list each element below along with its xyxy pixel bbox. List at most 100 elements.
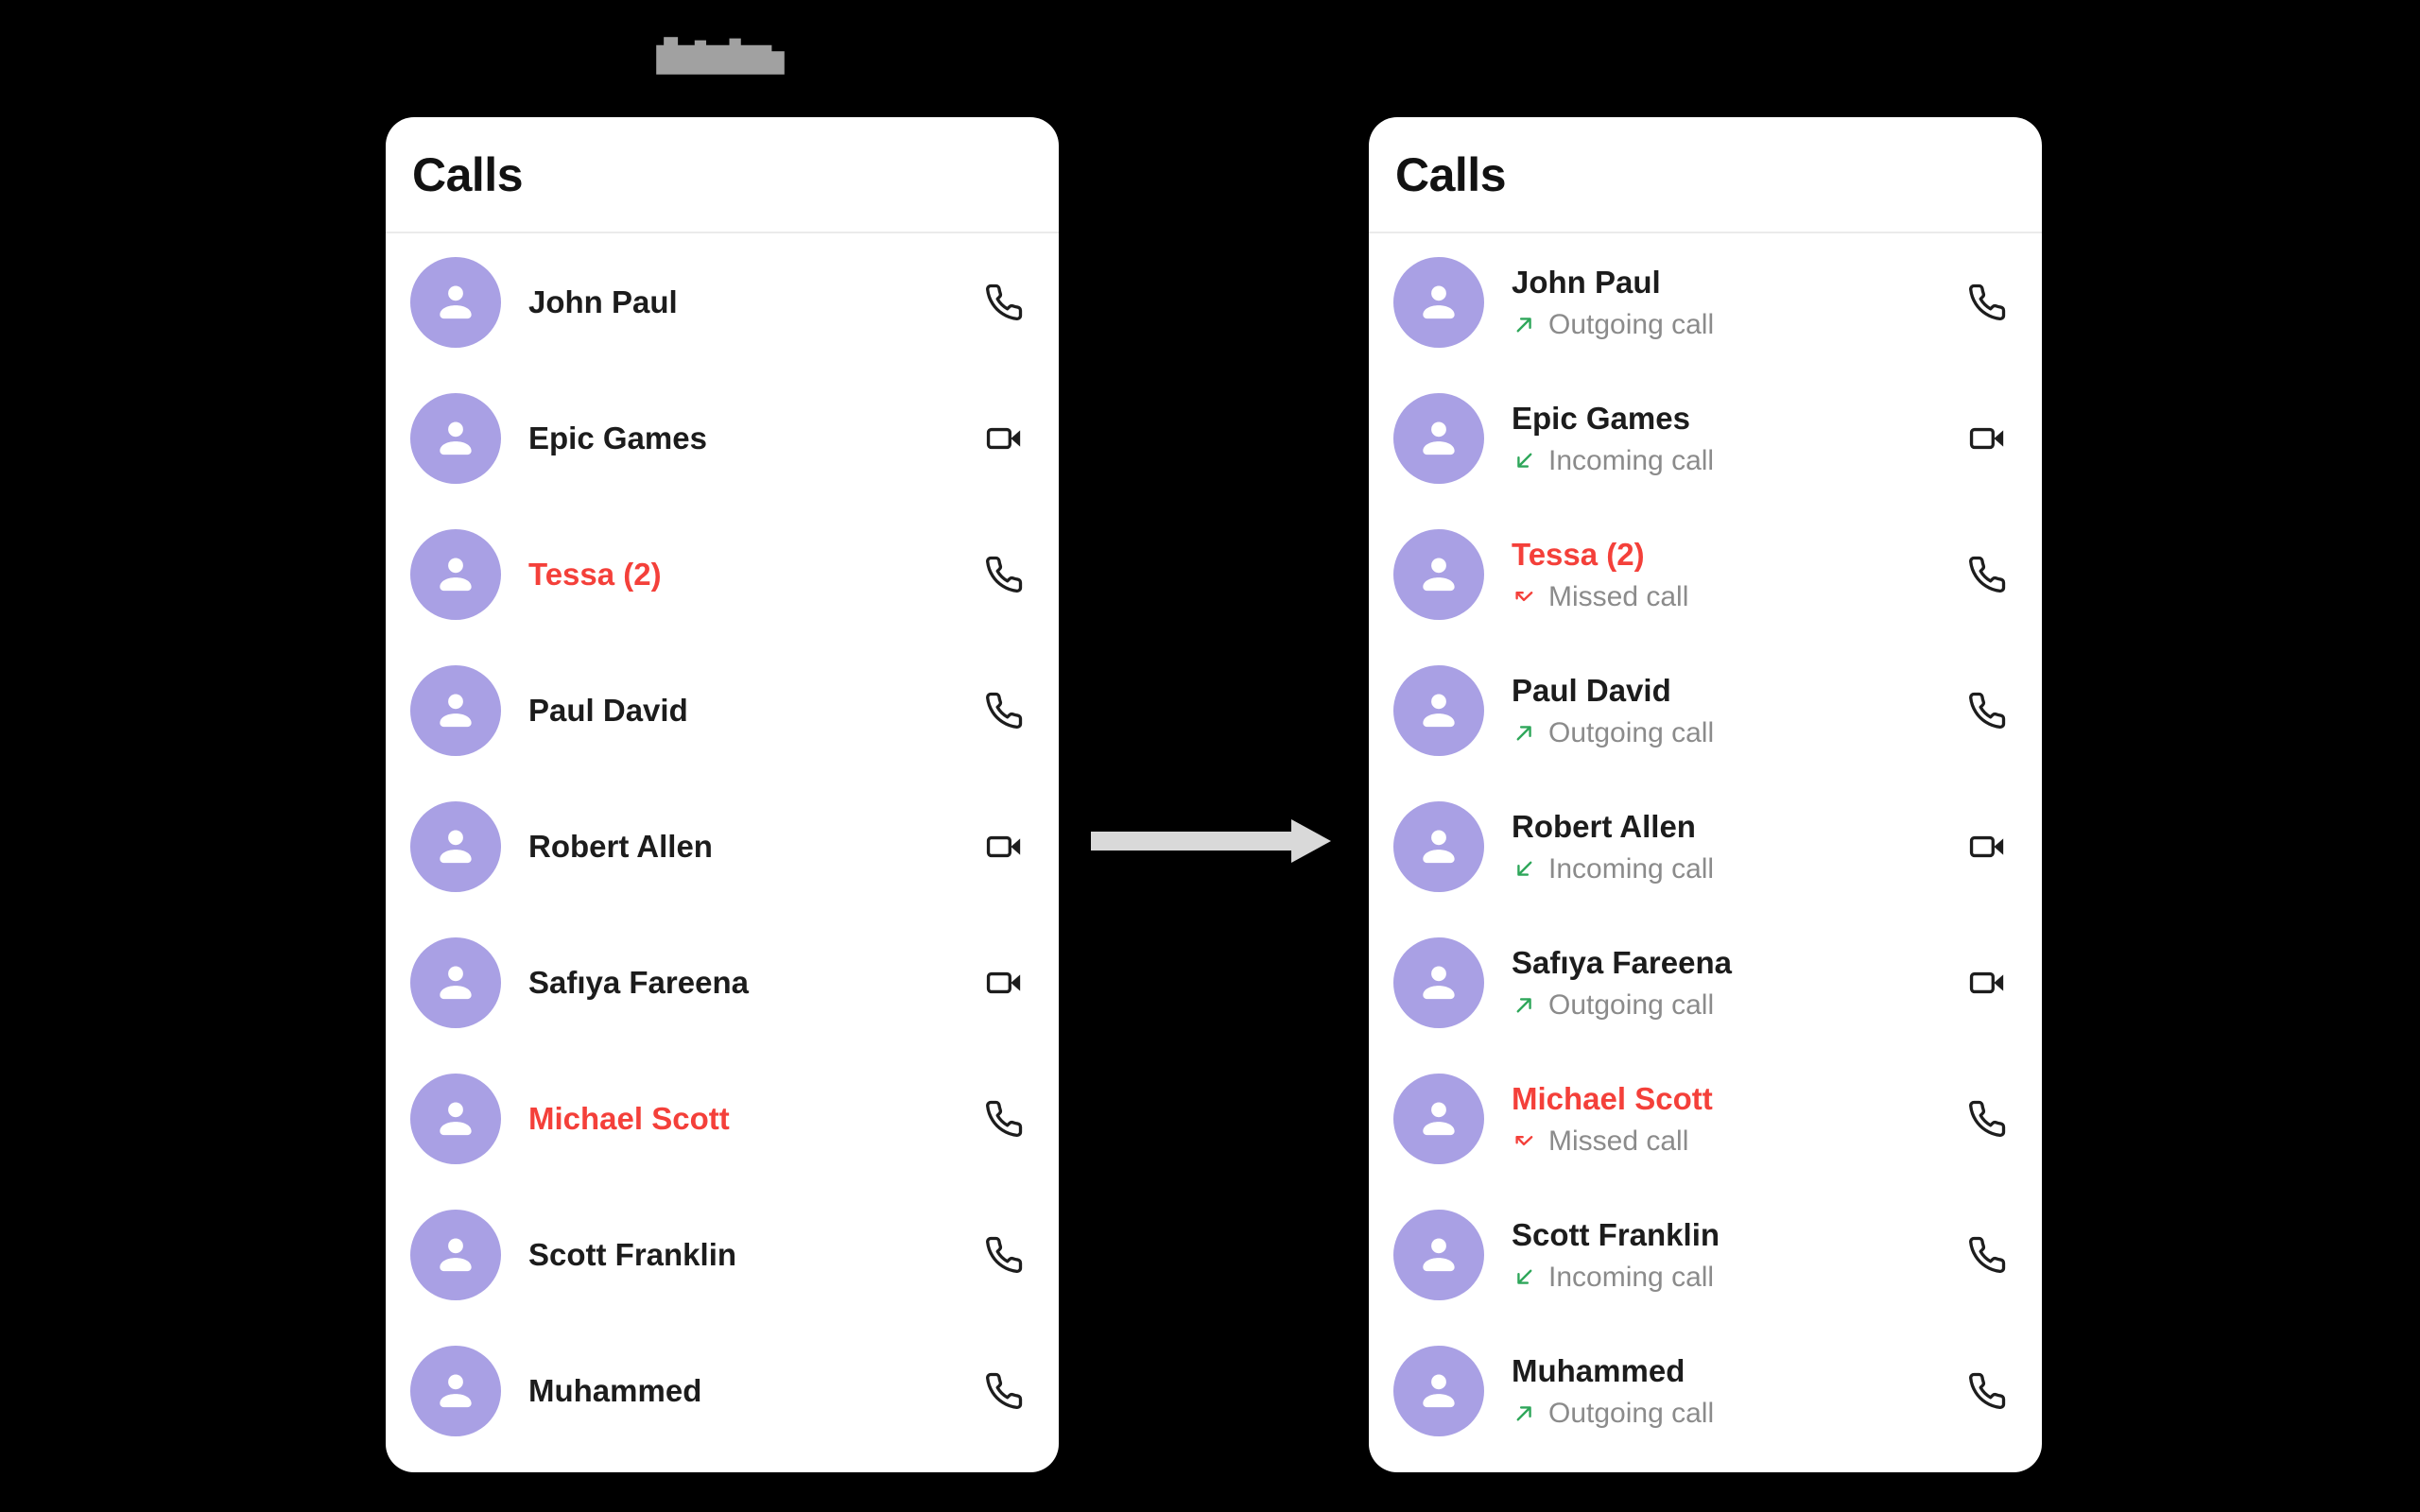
- person-icon: [1423, 694, 1455, 728]
- call-list-item[interactable]: Safıya Fareena: [386, 915, 1059, 1051]
- videocam-icon: [986, 971, 1021, 994]
- person-icon: [440, 285, 472, 319]
- call-action-button[interactable]: [983, 418, 1025, 459]
- call-action-button[interactable]: [1966, 1370, 2008, 1412]
- person-icon: [440, 1238, 472, 1272]
- row-text: Scott Franklin Incoming call: [1512, 1217, 1720, 1294]
- videocam-icon: [986, 427, 1021, 450]
- avatar: [410, 1210, 501, 1300]
- call-action-button[interactable]: [1966, 826, 2008, 868]
- call-status-label: Outgoing call: [1548, 716, 1715, 748]
- call-status: Incoming call: [1512, 853, 1714, 885]
- avatar: [1393, 257, 1484, 348]
- call-action-button[interactable]: [983, 554, 1025, 595]
- call-list-item[interactable]: Robert Allen: [386, 779, 1059, 915]
- avatar: [410, 393, 501, 484]
- contact-name: Muhammed: [1512, 1352, 1685, 1388]
- call-action-button[interactable]: [1966, 418, 2008, 459]
- call-list-item[interactable]: John Paul Outgoing call: [1369, 234, 2042, 370]
- contact-name: Paul David: [528, 693, 688, 728]
- call-status-label: Missed call: [1548, 1125, 1689, 1157]
- contact-name: Epic Games: [528, 421, 707, 455]
- contact-name: Scott Franklin: [1512, 1216, 1720, 1252]
- contact-name: Muhammed: [528, 1373, 702, 1408]
- contact-name: Paul David: [1512, 672, 1671, 708]
- outgoing-call-arrow-icon: [1512, 992, 1537, 1018]
- call-action-button[interactable]: [983, 282, 1025, 323]
- person-icon: [440, 558, 472, 592]
- avatar: [410, 665, 501, 756]
- call-action-button[interactable]: [983, 1370, 1025, 1412]
- call-action-button[interactable]: [983, 1098, 1025, 1140]
- phone-icon: [986, 692, 1023, 730]
- contact-name: Safıya Fareena: [1512, 944, 1732, 980]
- person-icon: [440, 966, 472, 1000]
- avatar: [410, 1074, 501, 1164]
- call-status-label: Incoming call: [1548, 1261, 1715, 1293]
- call-list-item[interactable]: Epic Games Incoming call: [1369, 370, 2042, 507]
- avatar: [1393, 937, 1484, 1028]
- call-list-item[interactable]: Robert Allen Incoming call: [1369, 779, 2042, 915]
- call-action-button[interactable]: [1966, 1234, 2008, 1276]
- missed-call-arrow-icon: [1512, 584, 1537, 610]
- row-text: Scott Franklin: [528, 1237, 736, 1273]
- call-list-item[interactable]: Tessa (2) Missed call: [1369, 507, 2042, 643]
- row-text: Michael Scott: [528, 1101, 730, 1137]
- contact-name: Safıya Fareena: [528, 965, 749, 1000]
- call-action-button[interactable]: [1966, 1098, 2008, 1140]
- call-action-button[interactable]: [983, 962, 1025, 1004]
- call-action-button[interactable]: [1966, 962, 2008, 1004]
- call-list-item[interactable]: Epic Games: [386, 370, 1059, 507]
- call-status-label: Outgoing call: [1548, 988, 1715, 1021]
- row-text: John Paul: [528, 284, 678, 320]
- call-list-item[interactable]: Michael Scott Missed call: [1369, 1051, 2042, 1187]
- contact-name: Scott Franklin: [528, 1237, 737, 1272]
- outgoing-call-arrow-icon: [1512, 1400, 1537, 1426]
- row-text: Paul David: [528, 693, 688, 729]
- call-status-label: Missed call: [1548, 580, 1689, 612]
- videocam-icon: [1969, 971, 2004, 994]
- call-list-item[interactable]: Tessa (2): [386, 507, 1059, 643]
- row-text: Muhammed: [528, 1373, 701, 1409]
- call-list-item[interactable]: Muhammed: [386, 1323, 1059, 1459]
- person-icon: [1423, 558, 1455, 592]
- avatar: [1393, 801, 1484, 892]
- call-list: John Paul Outgoing call Epic Games Incom…: [1369, 233, 2042, 1459]
- contact-name: Tessa (2): [528, 557, 662, 592]
- avatar: [1393, 665, 1484, 756]
- avatar: [410, 529, 501, 620]
- call-list-item[interactable]: Michael Scott: [386, 1051, 1059, 1187]
- call-action-button[interactable]: [1966, 554, 2008, 595]
- contact-name: Robert Allen: [1512, 808, 1696, 844]
- avatar: [410, 257, 501, 348]
- call-list-item[interactable]: Paul David: [386, 643, 1059, 779]
- call-list-item[interactable]: John Paul: [386, 234, 1059, 370]
- contact-name: Tessa (2): [1512, 536, 1645, 572]
- right-arrow-icon: [1091, 819, 1331, 863]
- call-list-item[interactable]: Paul David Outgoing call: [1369, 643, 2042, 779]
- call-action-button[interactable]: [983, 690, 1025, 731]
- phone-icon: [1969, 1236, 2006, 1274]
- call-list-item[interactable]: Scott Franklin Incoming call: [1369, 1187, 2042, 1323]
- call-action-button[interactable]: [983, 1234, 1025, 1276]
- call-list-item[interactable]: Scott Franklin: [386, 1187, 1059, 1323]
- person-icon: [440, 421, 472, 455]
- call-action-button[interactable]: [1966, 690, 2008, 731]
- person-icon: [440, 1102, 472, 1136]
- call-status: Outgoing call: [1512, 989, 1732, 1022]
- person-icon: [1423, 966, 1455, 1000]
- call-action-button[interactable]: [1966, 282, 2008, 323]
- call-list-item[interactable]: Muhammed Outgoing call: [1369, 1323, 2042, 1459]
- avatar: [410, 801, 501, 892]
- row-text: Tessa (2): [528, 557, 662, 593]
- call-list-item[interactable]: Safıya Fareena Outgoing call: [1369, 915, 2042, 1051]
- call-list: John Paul Epic Games Tessa (2) Paul Davi…: [386, 233, 1059, 1459]
- call-status: Outgoing call: [1512, 717, 1714, 749]
- call-action-button[interactable]: [983, 826, 1025, 868]
- call-status-label: Outgoing call: [1548, 1397, 1715, 1429]
- phone-icon: [1969, 1372, 2006, 1410]
- calls-panel-before: Calls John Paul Epic Games Tessa (2) Pau…: [386, 117, 1059, 1472]
- person-icon: [1423, 1374, 1455, 1408]
- row-text: Robert Allen: [528, 829, 713, 865]
